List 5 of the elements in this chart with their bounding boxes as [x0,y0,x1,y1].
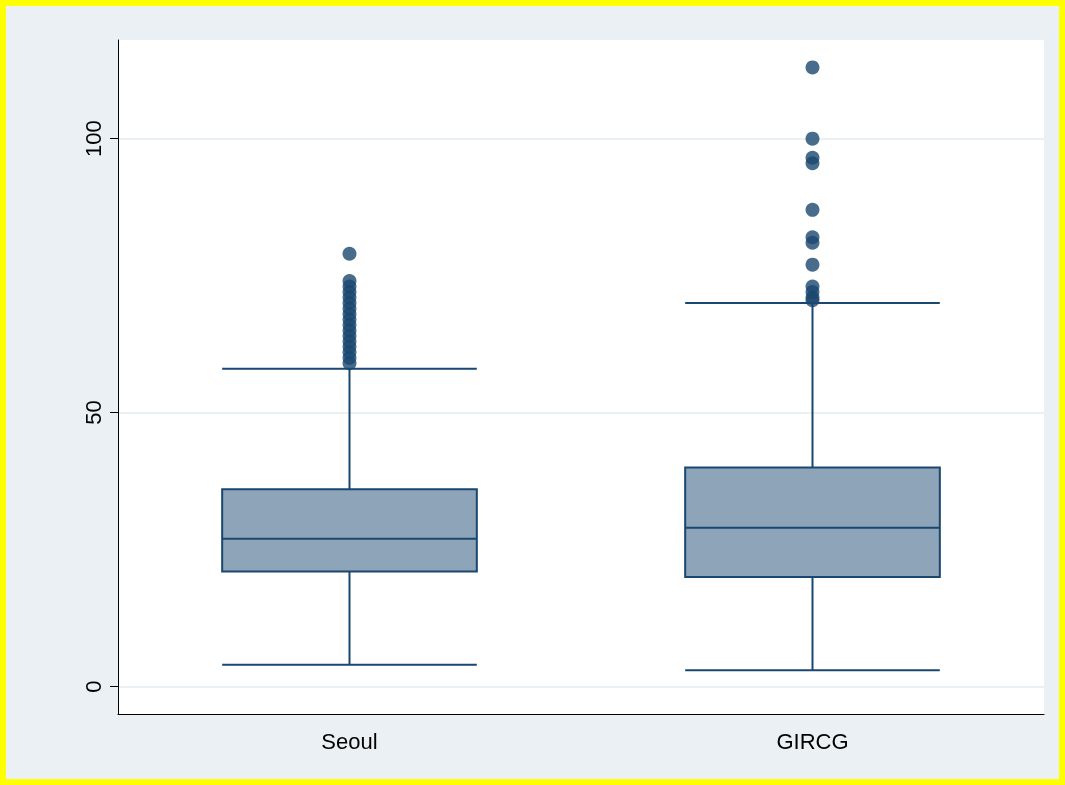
y-tick-label: 100 [80,120,106,157]
y-tick-label: 50 [80,400,106,425]
x-tick-label: GIRCG [776,728,849,754]
x-tick-label: Seoul [321,728,378,754]
y-tick-label: 0 [80,680,106,693]
